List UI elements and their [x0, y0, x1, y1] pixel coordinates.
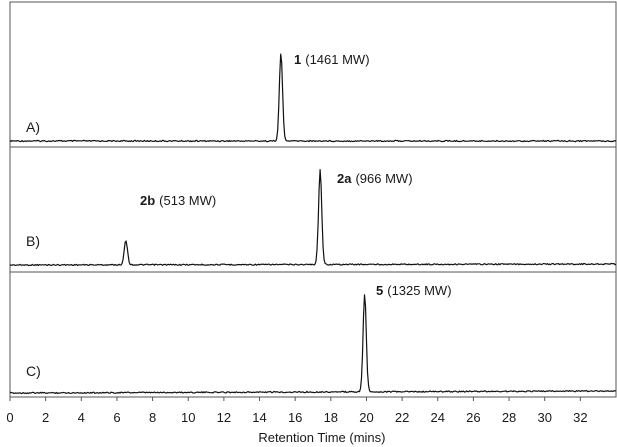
peak-label: 2a (966 MW)	[337, 171, 413, 186]
peak-label-mw: (966 MW)	[355, 171, 412, 186]
x-tick-label: 2	[42, 410, 49, 425]
peak-label: 1 (1461 MW)	[294, 52, 370, 67]
x-axis: 0 2 4 6 8 10 12 14 16 18 20 22 24 26 28 30 32	[6, 397, 588, 425]
peak-label-id: 5	[376, 283, 383, 298]
panel-frame	[9, 1, 617, 148]
panel-1: B) 2b (513 MW) 2a (966 MW)	[9, 146, 617, 273]
panel-label: B)	[26, 233, 40, 249]
x-tick-label: 22	[395, 410, 409, 425]
panel-frame	[9, 271, 617, 398]
x-tick-label: 8	[149, 410, 156, 425]
x-tick-label: 0	[6, 410, 13, 425]
panel-0: A) 1 (1461 MW)	[9, 1, 617, 148]
panels-layer: A) 1 (1461 MW) B) 2b (513 MW) 2a (966 MW) C) 5 (13…	[9, 1, 617, 398]
peak-label-id: 2b	[140, 193, 155, 208]
panel-frame	[9, 146, 617, 273]
x-tick-label: 12	[217, 410, 231, 425]
x-tick-label: 6	[113, 410, 120, 425]
peak-label-mw: (1461 MW)	[305, 52, 369, 67]
series-trace	[9, 294, 617, 395]
peak-label: 2b (513 MW)	[140, 193, 216, 208]
series-trace	[9, 169, 617, 267]
x-tick-label: 32	[573, 410, 587, 425]
peak-label-id: 1	[294, 52, 301, 67]
panel-2: C) 5 (1325 MW)	[9, 271, 617, 398]
x-tick-label: 4	[78, 410, 85, 425]
peak-label: 5 (1325 MW)	[376, 283, 452, 298]
x-tick-label: 16	[288, 410, 302, 425]
panel-label: C)	[26, 363, 41, 379]
series-trace	[9, 53, 617, 143]
peak-label-mw: (1325 MW)	[387, 283, 451, 298]
x-tick-label: 30	[537, 410, 551, 425]
x-tick-label: 14	[252, 410, 266, 425]
x-tick-label: 26	[466, 410, 480, 425]
x-tick-label: 10	[181, 410, 195, 425]
panel-label: A)	[26, 119, 40, 135]
peak-label-id: 2a	[337, 171, 352, 186]
peak-label-mw: (513 MW)	[159, 193, 216, 208]
x-tick-label: 18	[324, 410, 338, 425]
x-tick-label: 28	[502, 410, 516, 425]
x-tick-label: 24	[431, 410, 445, 425]
x-axis-title: Retention Time (mins)	[258, 430, 385, 445]
x-tick-label: 20	[359, 410, 373, 425]
